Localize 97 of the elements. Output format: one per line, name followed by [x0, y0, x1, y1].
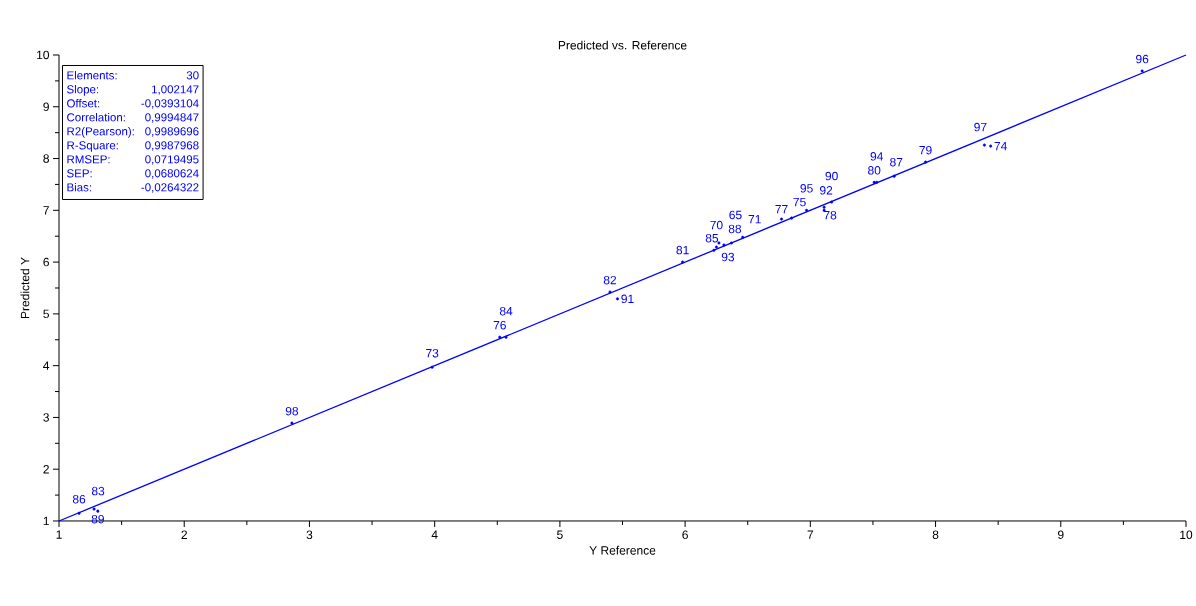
annotation: Offset:	[67, 98, 100, 108]
annotation: 75	[793, 197, 806, 207]
annotation: 0,9989696	[145, 127, 199, 137]
point	[872, 180, 876, 184]
annotation: -0,0393104	[141, 99, 199, 109]
annotation: 0,9994847	[145, 113, 199, 123]
point	[96, 509, 100, 513]
annotation: 1,002147	[152, 85, 199, 95]
annotation: R-Square:	[67, 141, 118, 152]
x-tick-label: 7	[807, 530, 814, 539]
x-tick-label: 2	[181, 530, 187, 539]
point	[805, 208, 809, 212]
y-tick-label: 5	[43, 309, 49, 319]
annotation: 88	[728, 224, 742, 234]
annotation: 85	[705, 233, 719, 243]
annotation: Elements:	[67, 70, 117, 80]
annotation: 87	[890, 157, 903, 167]
annotation: 71	[748, 215, 761, 224]
point	[982, 143, 986, 147]
point	[989, 144, 993, 148]
point	[681, 260, 685, 264]
point	[892, 174, 896, 178]
point	[498, 335, 502, 339]
annotation: 95	[800, 184, 813, 193]
y-tick-label: 7	[43, 206, 49, 215]
annotation: R2(Pearson):	[67, 126, 134, 138]
annotation: 74	[994, 141, 1007, 151]
point	[290, 421, 294, 425]
annotation: 79	[919, 145, 932, 155]
point	[714, 245, 718, 249]
annotation: Bias:	[67, 182, 92, 192]
point	[504, 335, 508, 339]
annotation: 30	[186, 71, 199, 80]
annotation: 0,9987968	[145, 141, 199, 151]
annotation: -0,0264322	[141, 183, 199, 193]
annotation: 84	[499, 306, 513, 316]
point	[1140, 69, 1144, 73]
annotation: 98	[285, 406, 299, 416]
y-tick-label: 2	[43, 465, 49, 474]
x-tick-label: 8	[932, 530, 939, 540]
annotation: 0,0719495	[145, 155, 199, 165]
annotation: 81	[676, 245, 689, 255]
annotation: Slope:	[67, 84, 99, 96]
x-tick-label: 3	[306, 530, 313, 540]
annotation: 94	[870, 152, 884, 161]
point	[830, 200, 834, 204]
annotation: 83	[91, 486, 105, 496]
x-tick-label: 9	[1058, 530, 1064, 540]
point	[924, 160, 928, 164]
annotation: 86	[72, 494, 86, 504]
point	[430, 365, 434, 369]
y-tick-label: 3	[43, 413, 49, 422]
point	[92, 507, 96, 511]
y-axis-title: Predicted Y	[20, 257, 30, 319]
y-tick-label: 8	[43, 154, 49, 163]
annotation: 0,0680624	[145, 169, 199, 179]
y-tick-label: 4	[43, 361, 50, 370]
x-tick-label: 4	[431, 530, 438, 539]
point	[77, 511, 81, 515]
annotation: 91	[621, 294, 634, 304]
point	[722, 243, 726, 247]
x-axis-title: Y Reference	[589, 545, 656, 555]
chart-title: Predicted vs. Reference	[558, 40, 687, 50]
point	[712, 248, 716, 252]
point	[741, 235, 745, 239]
x-tick-label: 6	[682, 530, 688, 540]
x-tick-label: 5	[557, 530, 563, 539]
annotation: 90	[825, 171, 838, 181]
annotation: 77	[775, 205, 788, 214]
y-tick-label: 9	[43, 102, 49, 112]
point	[790, 216, 794, 220]
annotation: SEP:	[67, 169, 92, 178]
annotation: 78	[824, 210, 837, 220]
y-tick-label: 6	[43, 257, 49, 267]
annotation: 80	[868, 166, 881, 175]
annotation: 73	[426, 348, 439, 358]
y-tick-label: 1	[43, 516, 49, 526]
annotation: 93	[721, 252, 735, 262]
annotation: 82	[603, 275, 617, 285]
annotation: 70	[710, 220, 723, 230]
annotation: 65	[729, 210, 742, 220]
y-tick-label: 10	[37, 50, 50, 60]
annotation: 76	[493, 320, 506, 330]
point	[822, 205, 826, 209]
x-tick-label: 10	[1180, 530, 1193, 540]
annotation: 96	[1136, 54, 1149, 64]
point	[616, 297, 619, 301]
x-tick-label: 1	[56, 530, 62, 539]
annotation: 89	[91, 514, 104, 524]
point	[729, 241, 733, 245]
annotation: Correlation:	[67, 112, 125, 122]
point	[608, 290, 612, 294]
annotation: RMSEP:	[67, 155, 110, 164]
point	[875, 180, 879, 184]
point	[780, 217, 784, 221]
annotation: 97	[974, 122, 987, 132]
annotation: 92	[820, 186, 833, 195]
